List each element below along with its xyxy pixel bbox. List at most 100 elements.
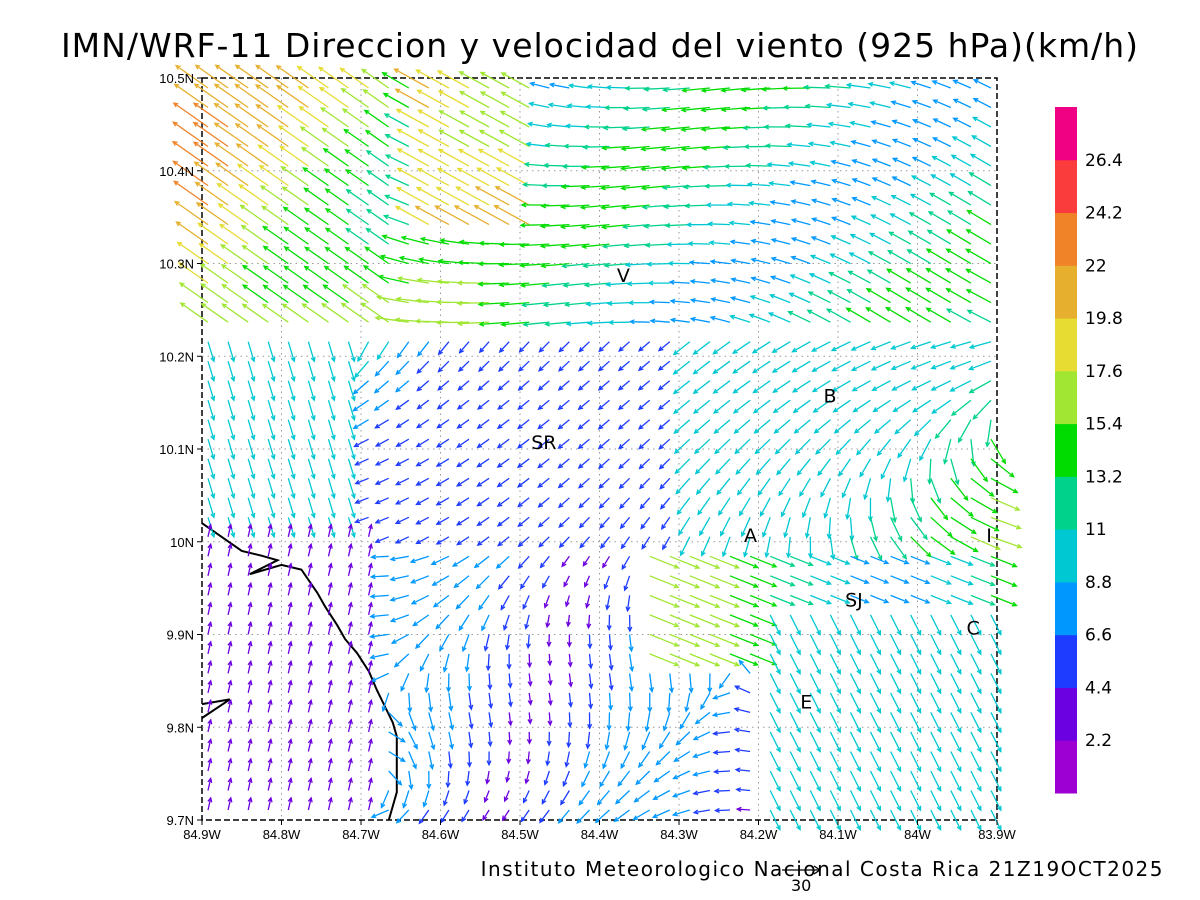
wind-vector-shaft — [872, 196, 891, 206]
wind-vector — [965, 229, 992, 245]
wind-vector — [623, 243, 650, 249]
wind-vector-head — [786, 142, 793, 148]
wind-vector-head — [394, 387, 401, 393]
wind-vector-head — [700, 704, 706, 711]
wind-vector-shaft — [287, 661, 292, 674]
wind-vector-head — [581, 144, 588, 150]
wind-vector-shaft — [267, 497, 275, 518]
wind-vector-head — [343, 265, 350, 271]
wind-vector-head — [796, 766, 801, 773]
wind-vector-shaft — [541, 262, 570, 267]
wind-vector — [950, 731, 962, 753]
wind-vector — [383, 113, 410, 128]
wind-vector — [369, 613, 389, 619]
wind-vector-head — [768, 180, 774, 187]
wind-vector-shaft — [930, 673, 942, 694]
wind-vector — [567, 712, 573, 729]
wind-vector-head — [755, 469, 762, 476]
wind-vector-head — [723, 163, 730, 169]
wind-vector — [869, 517, 878, 543]
wind-vector-shaft — [767, 163, 791, 167]
wind-vector-shaft — [731, 278, 751, 284]
wind-vector-shaft — [618, 380, 631, 391]
wind-vector — [247, 737, 253, 752]
wind-vector-shaft — [214, 83, 249, 109]
wind-vector — [809, 160, 831, 167]
wind-vector — [327, 341, 336, 363]
wind-vector-head — [357, 356, 363, 363]
wind-vector-head — [823, 512, 829, 519]
wind-vector — [733, 419, 751, 434]
wind-vector-shaft — [673, 419, 691, 434]
wind-vector — [946, 210, 972, 226]
wind-vector — [885, 287, 912, 304]
wind-vector — [282, 206, 309, 226]
wind-vector-shaft — [809, 273, 831, 284]
wind-vector-head — [310, 434, 316, 441]
wind-vector-head — [463, 798, 469, 805]
wind-vector-shaft — [848, 102, 871, 109]
wind-vector — [752, 380, 771, 394]
wind-vector — [416, 277, 449, 284]
wind-vector-shaft — [457, 399, 470, 410]
wind-vector-head — [277, 125, 284, 131]
wind-vector-head — [680, 550, 685, 557]
wind-vector — [830, 159, 851, 167]
wind-vector-head — [770, 256, 777, 262]
wind-vector — [367, 542, 373, 557]
wind-vector — [990, 751, 1002, 773]
wind-vector-shaft — [930, 712, 942, 733]
wind-vector-head — [885, 496, 891, 503]
wind-vector-shaft — [787, 143, 811, 148]
wind-vector — [374, 419, 390, 429]
wind-vector-head — [398, 255, 405, 261]
wind-vector-head — [600, 165, 607, 171]
wind-vector — [710, 297, 731, 304]
coastline-segment — [201, 522, 398, 821]
wind-vector — [990, 497, 1021, 511]
wind-vector-head — [617, 781, 623, 787]
wind-vector-shaft — [538, 516, 550, 528]
wind-vector — [395, 186, 430, 206]
wind-vector — [394, 536, 410, 544]
wind-vector-shaft — [307, 719, 312, 733]
wind-vector-head — [976, 708, 982, 714]
wind-vector — [970, 458, 988, 483]
colorbar-label: 4.4 — [1085, 678, 1112, 698]
wind-vector-shaft — [418, 809, 430, 824]
wind-vector — [910, 673, 922, 695]
wind-vector-head — [239, 204, 246, 210]
wind-vector-head — [240, 224, 247, 230]
wind-vector-shaft — [508, 712, 512, 726]
wind-vector — [275, 84, 309, 109]
wind-vector-head — [435, 320, 442, 326]
wind-vector-shaft — [388, 731, 406, 743]
wind-vector-shaft — [713, 731, 731, 735]
wind-vector-head — [667, 260, 674, 266]
y-tick-label: 9.7N — [167, 813, 194, 828]
wind-vector — [227, 698, 233, 713]
wind-vector-shaft — [599, 516, 610, 529]
wind-vector-head — [831, 197, 838, 203]
wind-vector-shaft — [606, 282, 630, 286]
wind-vector-head — [478, 347, 485, 354]
wind-vector-shaft — [287, 563, 292, 576]
wind-vector — [641, 731, 651, 751]
wind-vector-head — [396, 167, 403, 173]
wind-vector-head — [753, 602, 759, 608]
wind-vector-head — [583, 124, 590, 130]
wind-vector — [829, 770, 841, 793]
wind-vector — [759, 497, 771, 518]
wind-vector — [322, 284, 349, 304]
wind-vector — [774, 438, 791, 455]
wind-vector-shaft — [849, 536, 858, 560]
wind-vector-head — [410, 599, 417, 605]
wind-vector-head — [950, 410, 957, 417]
wind-vector-head — [780, 511, 786, 518]
wind-vector-head — [781, 85, 788, 91]
wind-vector-shaft — [508, 692, 512, 707]
wind-vector-head — [738, 510, 744, 517]
wind-vector — [458, 614, 470, 632]
wind-vector-head — [831, 366, 837, 372]
wind-vector — [600, 223, 630, 230]
